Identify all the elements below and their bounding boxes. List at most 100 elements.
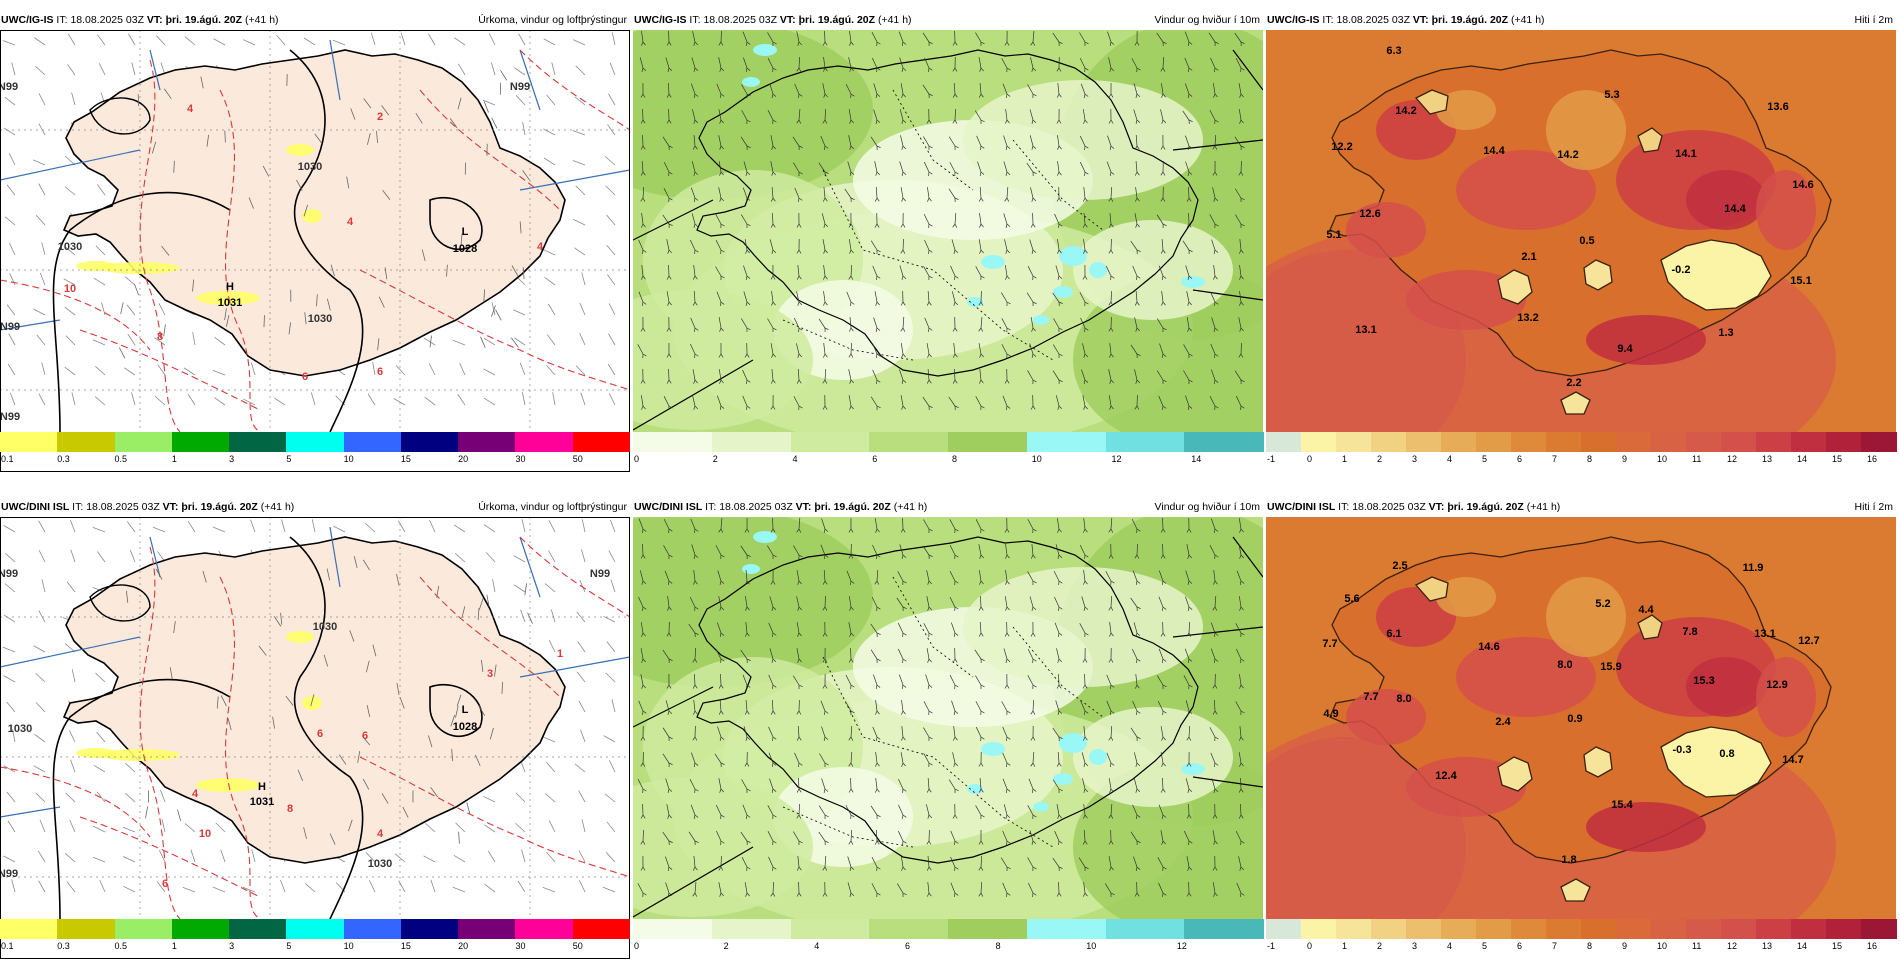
map-label: 5.2	[1595, 598, 1610, 610]
colorbar-tick: 30	[515, 454, 525, 464]
colorbar-swatch	[1791, 919, 1827, 939]
colorbar-swatch	[515, 432, 573, 452]
precip-panel: UWC/IG-IS IT: 18.08.2025 03Z VT: þri. 19…	[0, 10, 630, 472]
precip-map-svg: L1028H10311030103010301064468631N99N99N9…	[0, 517, 630, 919]
colorbar-swatch	[1106, 919, 1185, 939]
map-label: 11.9	[1743, 562, 1764, 574]
wind-map	[633, 517, 1263, 919]
colorbar-tick: -1	[1267, 454, 1275, 464]
map-label: N99	[0, 321, 20, 333]
map-label: 0.8	[1719, 748, 1734, 760]
wind-panel: UWC/DINI ISL IT: 18.08.2025 03Z VT: þri.…	[633, 497, 1263, 959]
run-info: UWC/IG-IS IT: 18.08.2025 03Z VT: þri. 19…	[1, 10, 279, 30]
precip-panel: UWC/DINI ISL IT: 18.08.2025 03Z VT: þri.…	[0, 497, 630, 959]
lead-time: (+41 h)	[878, 14, 912, 26]
panel-header: UWC/DINI ISL IT: 18.08.2025 03Z VT: þri.…	[0, 497, 630, 517]
run-info: UWC/IG-IS IT: 18.08.2025 03Z VT: þri. 19…	[634, 10, 912, 30]
colorbar-swatch	[458, 919, 516, 939]
map-label: 3	[487, 668, 493, 680]
colorbar-tick: 50	[573, 454, 583, 464]
colorbar-tick: 4	[792, 454, 797, 464]
map-label: 15.1	[1790, 275, 1811, 287]
colorbar-swatch	[1756, 919, 1792, 939]
map-label: 8	[157, 331, 163, 343]
colorbar-swatch	[1406, 919, 1442, 939]
map-label: 1030	[8, 723, 32, 735]
colorbar-tick: 6	[1517, 454, 1522, 464]
colorbar-swatch	[869, 432, 948, 452]
valid-time: þri. 19.ágú. 20Z	[814, 501, 890, 513]
map-label: 12.7	[1798, 635, 1819, 647]
map-label: 1030	[313, 621, 337, 633]
colorbar-tick: 13	[1762, 454, 1772, 464]
colorbar-swatch	[1721, 432, 1757, 452]
map-label: L	[462, 704, 469, 716]
it-label: IT:	[1338, 501, 1349, 513]
map-label: 14.2	[1395, 105, 1416, 117]
colorbar-swatch	[229, 432, 287, 452]
model-name: UWC/DINI ISL	[1, 501, 69, 513]
colorbar-swatch	[1106, 432, 1185, 452]
colorbar-swatch	[1721, 919, 1757, 939]
map-label: 14.7	[1782, 754, 1803, 766]
panel-title: Hiti í 2m	[1854, 10, 1893, 30]
map-label: 4	[187, 103, 194, 115]
colorbar-swatch	[286, 432, 344, 452]
vt-label: VT:	[1429, 501, 1445, 513]
panel-header: UWC/IG-IS IT: 18.08.2025 03Z VT: þri. 19…	[633, 10, 1263, 30]
colorbar-swatch	[948, 432, 1027, 452]
map-label: 1.3	[1718, 327, 1733, 339]
lead-time: (+41 h)	[245, 14, 279, 26]
colorbar-swatch	[1616, 432, 1652, 452]
map-label: -0.2	[1672, 264, 1691, 276]
colorbar-swatch	[1406, 432, 1442, 452]
colorbar-tick: 16	[1867, 454, 1877, 464]
colorbar-tick: 6	[872, 454, 877, 464]
it-label: IT:	[72, 501, 83, 513]
colorbar-swatch	[57, 432, 115, 452]
colorbar-tick: 1	[172, 454, 177, 464]
valid-time: þri. 19.ágú. 20Z	[1432, 14, 1508, 26]
colorbar-swatch	[633, 919, 712, 939]
lead-time: (+41 h)	[1511, 14, 1545, 26]
map-label: 1028	[453, 243, 477, 255]
map-label: 6	[317, 728, 323, 740]
map-label: H	[258, 781, 266, 793]
map-label: 5.6	[1344, 593, 1359, 605]
map-label: 6	[377, 366, 383, 378]
map-label: 15.4	[1611, 799, 1633, 811]
model-name: UWC/DINI ISL	[1267, 501, 1335, 513]
colorbar-swatch	[458, 432, 516, 452]
init-time: 18.08.2025 03Z	[1336, 14, 1410, 26]
map-label: 12.4	[1435, 770, 1457, 782]
colorbar-swatch	[1027, 919, 1106, 939]
map-label: 1031	[218, 297, 242, 309]
map-label: 14.6	[1792, 179, 1813, 191]
map-label: N99	[0, 81, 18, 93]
map-label: 2.4	[1495, 716, 1511, 728]
map-label: 14.2	[1557, 149, 1578, 161]
colorbar-swatch	[712, 432, 791, 452]
lead-time: (+41 h)	[1527, 501, 1561, 513]
map-label: 15.3	[1693, 675, 1714, 687]
colorbar-swatch	[1686, 432, 1722, 452]
map-label: 13.1	[1355, 324, 1376, 336]
colorbar-tick: 0.5	[115, 454, 128, 464]
panel-header: UWC/IG-IS IT: 18.08.2025 03Z VT: þri. 19…	[1266, 10, 1896, 30]
map-label: 15.9	[1600, 661, 1621, 673]
map-label: 12.6	[1359, 208, 1380, 220]
colorbar-swatch	[1266, 432, 1302, 452]
colorbar-swatch	[869, 919, 948, 939]
colorbar-tick: 15	[401, 454, 411, 464]
colorbar-swatch	[344, 432, 402, 452]
run-info: UWC/DINI ISL IT: 18.08.2025 03Z VT: þri.…	[1267, 497, 1560, 517]
wind-map	[633, 30, 1263, 432]
vt-label: VT:	[163, 501, 179, 513]
map-label: 12.2	[1331, 141, 1352, 153]
colorbar-tick: 14	[1797, 454, 1807, 464]
colorbar-swatch	[1651, 432, 1687, 452]
